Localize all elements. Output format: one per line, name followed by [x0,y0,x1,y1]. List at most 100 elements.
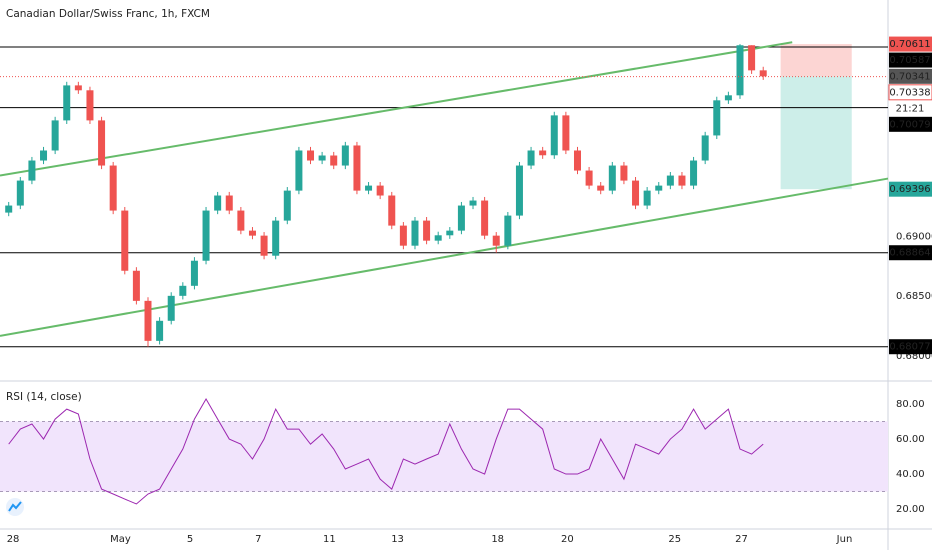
candle-body [51,120,59,151]
candle-body [98,120,106,166]
candle-body [666,175,674,186]
price-label-box [889,68,932,84]
y-tick-label: 20.00 [896,504,925,515]
rsi-band [0,421,888,492]
candle-body [585,170,593,186]
price-label: 0.69396 [889,184,930,195]
candle-body [283,190,291,221]
logo-mark [8,501,22,512]
price-label-box [889,181,932,197]
candle-body [260,235,268,256]
candle-body [202,210,210,261]
candle-body [748,45,756,71]
countdown: 21:21 [896,103,925,114]
candle-body [28,160,36,181]
candle-body [121,210,129,271]
y-tick-label: 60.00 [896,434,925,445]
candle-body [608,165,616,191]
candle-body [144,300,152,341]
candle-body [167,295,175,321]
candle-body [597,185,605,191]
candle-body [214,195,222,211]
candle-body [365,185,373,191]
candle-body [86,90,94,121]
candle-body [539,150,547,156]
x-tick-label: Jun [836,534,853,545]
candle-body [550,115,558,156]
candle-body [399,225,407,246]
y-tick-label: 80.00 [896,399,925,410]
candle-body [724,95,732,101]
candle-body [179,285,187,296]
candle-body [562,115,570,151]
target-zone [780,76,852,190]
candle-body [492,235,500,246]
x-tick-label: 20 [561,534,574,545]
candle-body [620,165,628,181]
candle-body [353,145,361,191]
candle-body [225,195,233,211]
candle-body [272,220,280,256]
candle-body [457,205,465,231]
price-label: 0.68864 [889,248,930,259]
trend-line [0,41,793,177]
candle-body [469,200,477,206]
indicator-title: RSI (14, close) [6,391,82,403]
stop-zone [780,44,852,77]
candle-body [504,215,512,246]
candle-body [341,145,349,166]
chart-title: Canadian Dollar/Swiss Franc, 1h, FXCM [6,8,210,20]
candle-body [643,190,651,206]
candle-body [318,155,326,161]
candle-body [632,180,640,206]
x-tick-label: 7 [255,534,261,545]
candle-body [759,70,767,77]
candle-body [40,150,48,161]
candle-body [690,160,698,186]
candle-body [5,205,13,213]
candle-body [434,235,442,241]
candle-body [573,150,581,171]
rsi-pane [0,397,888,505]
y-tick-label: 40.00 [896,469,925,480]
candle-body [156,320,164,341]
price-label-box [889,36,932,52]
candle-body [63,85,71,121]
candle-body [446,230,454,236]
price-label: 0.70341 [889,71,930,82]
candle-body [713,100,721,136]
price-label-box [889,245,932,261]
candle-body [248,230,256,236]
candle-body [423,220,431,241]
price-label: 0.70079 [889,119,930,130]
price-label: 0.70611 [889,39,930,50]
price-pane [0,41,889,348]
x-tick-label: 27 [735,534,748,545]
price-label-box [889,52,932,68]
candle-body [527,150,535,166]
candle-body [109,165,117,211]
candle-body [190,260,198,286]
candle-body [678,175,686,186]
candle-body [307,150,315,161]
candle-body [701,135,709,161]
candle-body [74,85,82,91]
x-tick-label: May [110,534,131,545]
candle-body [237,210,245,231]
x-tick-label: 18 [491,534,504,545]
x-tick-label: 13 [391,534,404,545]
candle-body [295,150,303,191]
price-label: 0.70338 [889,87,930,98]
candle-body [132,270,140,301]
candle-body [411,220,419,246]
rsi-line [8,397,764,505]
x-tick-label: 11 [323,534,336,545]
candle-body [330,155,338,166]
candle-body [736,45,744,96]
x-tick-label: 28 [7,534,20,545]
price-label: 0.70587 [889,55,930,66]
